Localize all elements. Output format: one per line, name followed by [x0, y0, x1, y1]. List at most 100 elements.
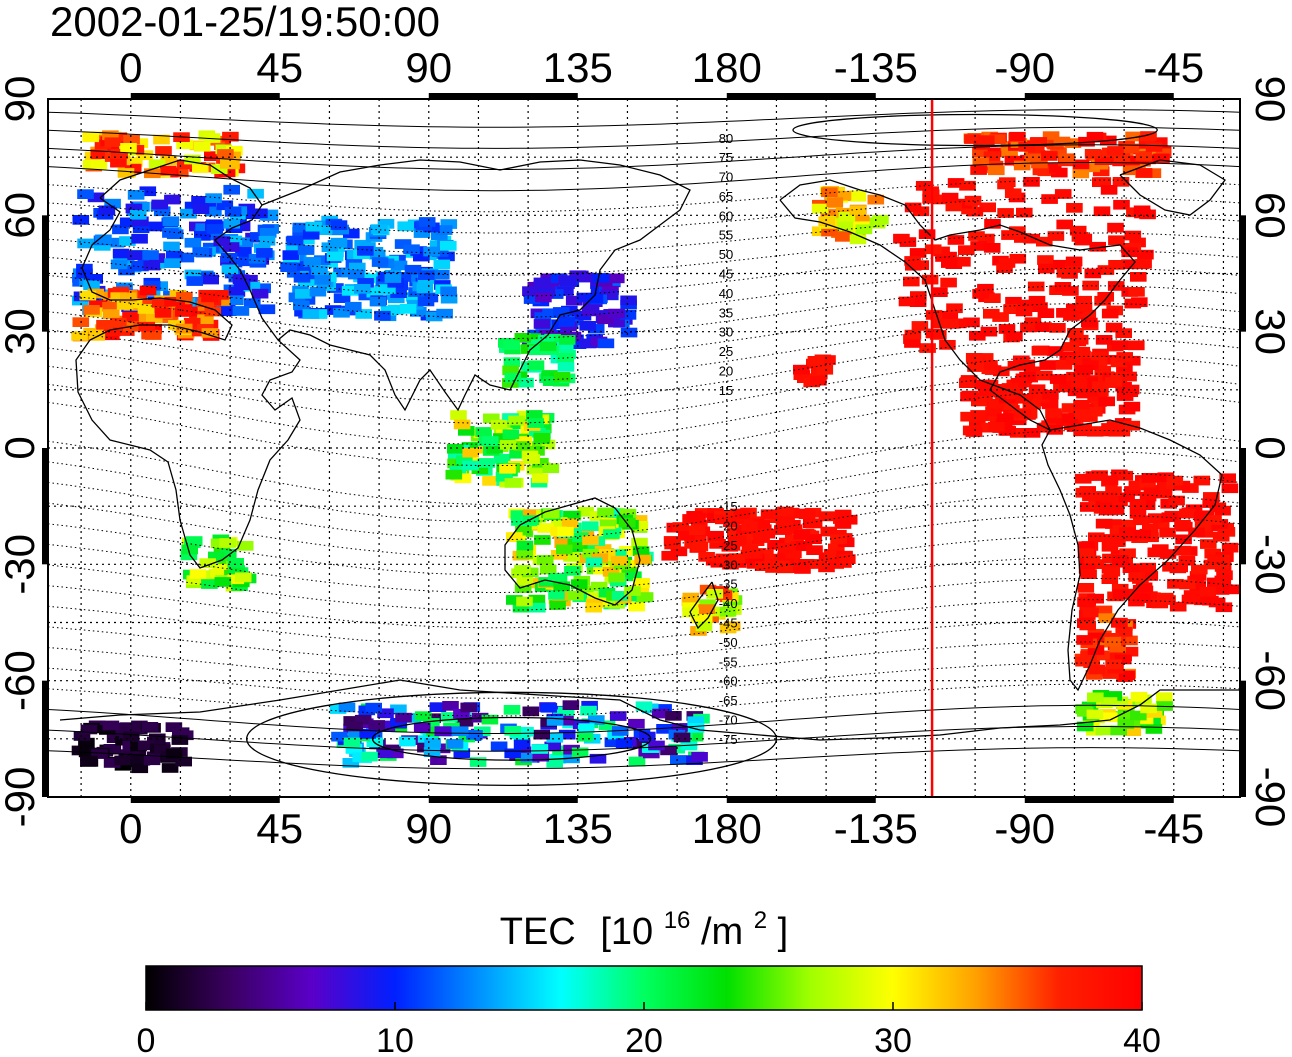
frame-bar	[1024, 797, 1174, 803]
tec-cell	[1094, 177, 1112, 187]
tec-cell	[625, 571, 642, 582]
tec-cell	[1116, 626, 1133, 637]
tec-cell	[516, 596, 533, 607]
tec-cell	[939, 340, 956, 350]
tec-cell	[579, 321, 596, 331]
tec-cell	[1119, 519, 1136, 530]
tec-cell	[1101, 574, 1119, 584]
tec-cell	[114, 755, 131, 766]
tec-cell	[1196, 527, 1214, 538]
contour-label: 40	[719, 286, 733, 301]
tec-cell	[794, 564, 811, 574]
tec-cell	[557, 286, 574, 296]
tec-cell	[941, 310, 959, 321]
tec-cell	[997, 179, 1014, 190]
tec-cell	[222, 242, 240, 252]
tec-cell	[1001, 147, 1018, 158]
tec-cell	[80, 755, 98, 766]
tec-cell	[410, 307, 427, 317]
tec-cell	[1095, 335, 1113, 345]
tec-cell	[139, 186, 157, 197]
tec-cell	[1092, 166, 1110, 177]
tec-cell	[282, 250, 300, 260]
tec-cell	[1101, 423, 1118, 433]
tec-cell	[835, 232, 852, 242]
tec-cell	[1009, 253, 1027, 264]
tec-cell	[1067, 328, 1084, 338]
tec-cell	[603, 529, 620, 539]
tec-cell	[205, 193, 222, 203]
tec-cell	[971, 410, 988, 421]
x-tick-label: 180	[692, 44, 762, 91]
tec-cell	[248, 253, 266, 264]
tec-cell	[1155, 488, 1173, 499]
tec-cell	[204, 306, 222, 317]
tec-cell	[221, 264, 239, 275]
tec-cell	[1179, 508, 1196, 519]
tec-cell	[597, 338, 615, 349]
tec-cell	[175, 307, 192, 317]
tec-cell	[387, 748, 404, 759]
tec-cell	[139, 285, 157, 296]
tec-cell	[223, 184, 240, 195]
tec-cell	[345, 301, 362, 312]
tec-cell	[110, 292, 127, 302]
tec-cell	[451, 726, 469, 737]
tec-cell	[1128, 287, 1145, 297]
tec-cell	[1087, 593, 1104, 604]
tec-cell	[1014, 233, 1031, 243]
tec-cell	[960, 411, 977, 422]
y-tick-label: -60	[1247, 650, 1292, 711]
tec-cell	[1223, 584, 1240, 595]
contour-label: 35	[719, 305, 733, 320]
tec-cell	[226, 145, 243, 156]
tec-cell	[298, 234, 315, 245]
tec-cell	[189, 569, 207, 579]
tec-cell	[456, 455, 473, 465]
tec-cell	[305, 221, 323, 232]
tec-cell	[1086, 709, 1104, 720]
tec-cell	[593, 564, 610, 575]
magnetic-contour	[48, 267, 1240, 319]
tec-cell	[1079, 309, 1097, 320]
tec-cell	[1120, 531, 1138, 542]
tec-cell	[536, 555, 554, 565]
tec-cell	[972, 147, 989, 158]
tec-cell	[1145, 724, 1163, 734]
tec-cell	[1107, 222, 1124, 233]
tec-cell	[1024, 317, 1042, 327]
tec-cell	[1037, 255, 1054, 265]
tec-cell	[250, 232, 267, 242]
tec-cell	[590, 581, 608, 592]
tec-cell	[154, 744, 171, 755]
tec-cell	[849, 205, 867, 216]
tec-cell	[687, 723, 705, 733]
tec-cell	[608, 308, 625, 319]
tec-cell	[945, 201, 963, 212]
tec-cell	[553, 372, 571, 382]
tec-cell	[898, 296, 916, 307]
tec-cell	[504, 478, 522, 488]
tec-cell	[586, 293, 604, 304]
tec-cell	[102, 302, 119, 312]
y-tick-label: -90	[1247, 767, 1292, 828]
tec-cell	[665, 711, 682, 721]
tec-cell	[361, 751, 378, 762]
tec-cell	[837, 221, 854, 232]
tec-cell	[413, 722, 431, 733]
tec-cell	[741, 521, 758, 531]
y-tick-labels-left: 90 60 30 0 -30 -60 -90	[0, 76, 43, 828]
tec-cell	[1104, 534, 1121, 544]
tec-cell	[955, 198, 972, 209]
tec-cell	[1091, 470, 1108, 480]
tec-cell	[1130, 691, 1148, 702]
tec-cell	[577, 507, 594, 517]
tec-cell	[1212, 585, 1230, 595]
contour-label: -60	[719, 674, 738, 689]
tec-cell	[1113, 711, 1131, 721]
tec-cell	[651, 708, 669, 719]
x-tick-label: 135	[543, 44, 613, 91]
tec-cell	[982, 411, 1000, 422]
tec-cell	[1083, 162, 1100, 173]
magnetic-contour	[48, 429, 1240, 505]
